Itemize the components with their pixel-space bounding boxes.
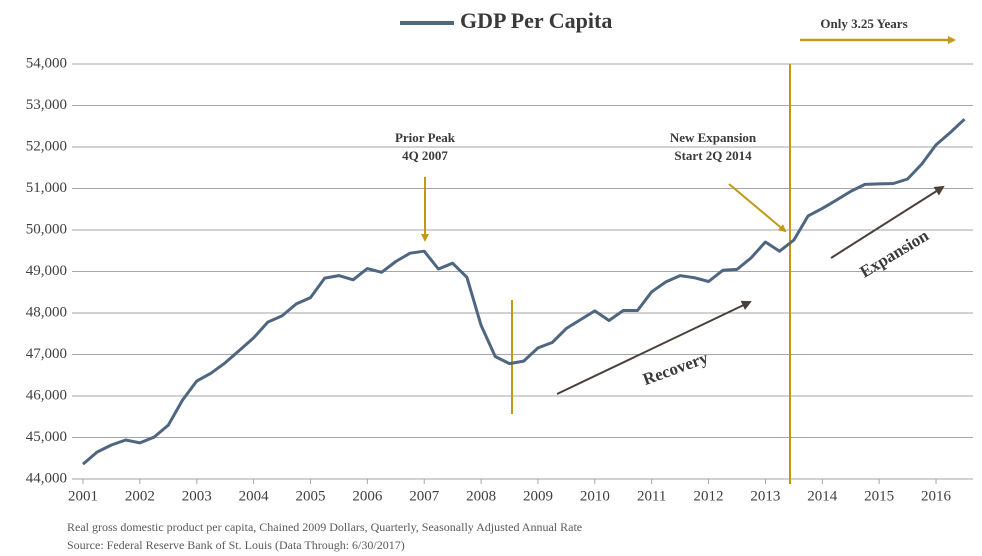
- expansion-arrow: [830, 185, 945, 259]
- annotation: Only 3.25 Years: [820, 16, 907, 31]
- y-tick-label: 54,000: [26, 55, 67, 71]
- x-tick-label: 2003: [182, 488, 212, 504]
- x-tick-label: 2010: [580, 488, 610, 504]
- x-tick-label: 2004: [239, 488, 270, 504]
- y-tick-label: 52,000: [26, 138, 67, 154]
- x-tick-label: 2008: [466, 488, 496, 504]
- x-tick-label: 2011: [637, 488, 666, 504]
- y-tick-label: 46,000: [26, 387, 67, 403]
- x-tick-label: 2005: [295, 488, 325, 504]
- grid: 44,000 45,000 46,000 47,000 48,000 49,000 50,0…: [26, 55, 973, 504]
- y-tick-label: 47,000: [26, 346, 67, 362]
- plot: [82, 118, 966, 466]
- x-tick-label: 2002: [125, 488, 155, 504]
- note: Source: Federal Reserve Bank of St. Loui…: [67, 538, 405, 552]
- y-tick-label: 53,000: [26, 97, 67, 113]
- annotation: Start 2Q 2014: [674, 148, 752, 163]
- y-tick-label: 50,000: [26, 221, 67, 237]
- x-tick-label: 2007: [409, 488, 440, 504]
- x-tick-label: 2012: [694, 488, 724, 504]
- note: Real gross domestic product per capita, …: [67, 520, 582, 534]
- annotation: Recovery: [640, 348, 711, 389]
- legend-label: GDP Per Capita: [460, 8, 612, 33]
- x-tick-label: 2009: [523, 488, 553, 504]
- annotation-arrow: [728, 183, 787, 233]
- annotation: New Expansion: [670, 130, 757, 145]
- x-tick-label: 2016: [921, 488, 952, 504]
- x-tick-label: 2006: [352, 488, 383, 504]
- x-tick-label: 2015: [864, 488, 894, 504]
- y-tick-label: 44,000: [26, 470, 67, 486]
- y-tick-label: 45,000: [26, 429, 67, 445]
- y-tick-label: 48,000: [26, 304, 67, 320]
- x-tick-label: 2014: [807, 488, 838, 504]
- y-tick-label: 49,000: [26, 263, 67, 279]
- x-tick-label: 2001: [68, 488, 98, 504]
- recovery-arrow: [556, 300, 752, 395]
- y-tick-label: 51,000: [26, 180, 67, 196]
- x-tick-label: 2013: [750, 488, 780, 504]
- annotation: 4Q 2007: [402, 148, 448, 163]
- annotation: Prior Peak: [395, 130, 456, 145]
- series-line: [82, 118, 966, 466]
